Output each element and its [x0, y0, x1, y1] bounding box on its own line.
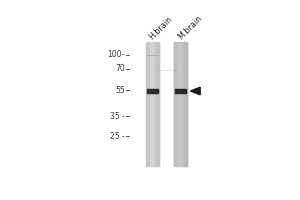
Bar [152, 42, 153, 166]
Bar [157, 42, 158, 166]
Bar [147, 42, 148, 166]
Bar [184, 42, 185, 166]
Bar [147, 89, 158, 93]
Polygon shape [190, 87, 200, 95]
Bar [153, 42, 154, 166]
Bar [178, 42, 179, 166]
Bar [174, 42, 175, 166]
Text: 55: 55 [115, 86, 125, 95]
Text: 100-: 100- [107, 50, 125, 59]
Bar [155, 42, 156, 166]
Bar [176, 42, 177, 166]
Text: 70: 70 [115, 64, 125, 73]
Bar [149, 42, 150, 166]
Bar [156, 42, 157, 166]
Bar [185, 42, 186, 166]
Bar [182, 42, 183, 166]
Bar [175, 89, 186, 93]
Bar [180, 42, 181, 166]
Bar [186, 42, 187, 166]
Bar [151, 42, 152, 166]
Bar [183, 42, 184, 166]
Text: M.brain: M.brain [176, 13, 204, 41]
Bar [179, 42, 180, 166]
Text: 25 -: 25 - [110, 132, 125, 141]
Text: H.brain: H.brain [147, 14, 174, 41]
Bar [177, 42, 178, 166]
Bar [150, 42, 151, 166]
Bar [158, 42, 159, 166]
Bar [148, 42, 149, 166]
Text: 35 -: 35 - [110, 112, 125, 121]
Bar [154, 42, 155, 166]
Bar [146, 42, 147, 166]
Bar [175, 42, 176, 166]
Bar [181, 42, 182, 166]
Bar [154, 42, 155, 166]
